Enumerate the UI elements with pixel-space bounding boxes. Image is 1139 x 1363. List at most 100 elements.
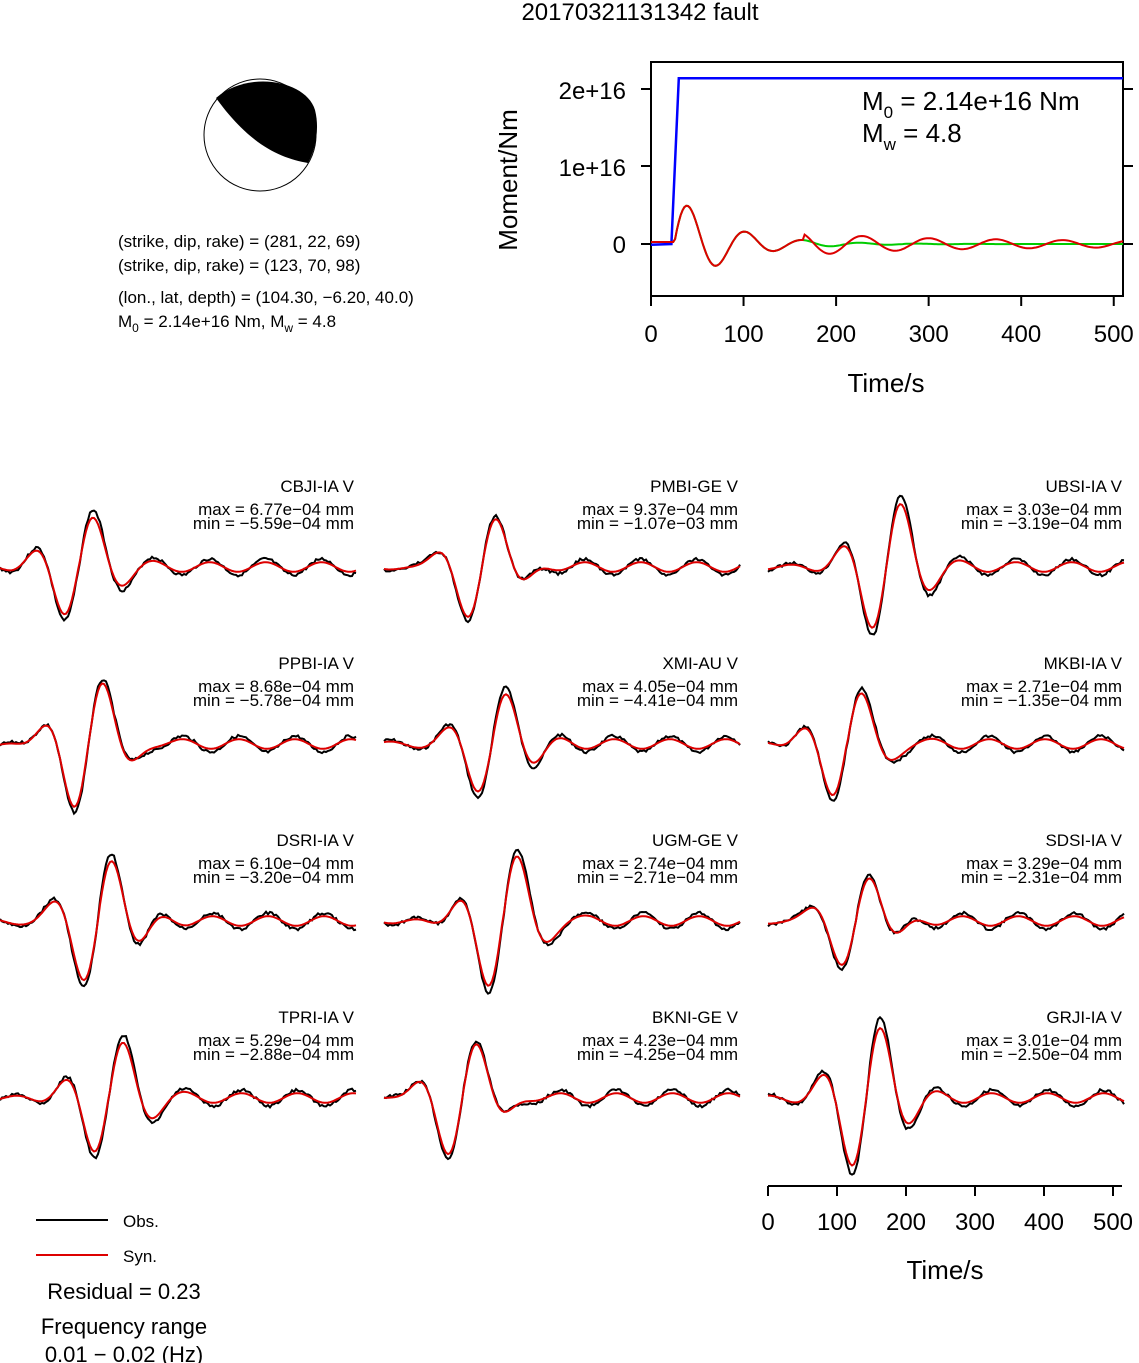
figure-title: 20170321131342 fault xyxy=(521,0,758,26)
synthetic-trace xyxy=(768,1026,1125,1167)
moment-xtick-300: 300 xyxy=(909,321,949,348)
station-name: GRJI-IA V xyxy=(1046,1008,1122,1027)
synthetic-trace xyxy=(0,1042,357,1153)
station-max: max = 8.68e−04 mm xyxy=(198,677,354,696)
cumulative-moment-line xyxy=(650,76,1123,247)
time-xtick-500: 500 xyxy=(1093,1209,1133,1236)
waveform-time-xlabel: Time/s xyxy=(906,1255,983,1285)
station-min: min = −5.78e−04 mm xyxy=(193,691,354,710)
moment-xtick-500: 500 xyxy=(1094,321,1134,348)
station-min: min = −4.41e−04 mm xyxy=(577,691,738,710)
moment-xtick-0: 0 xyxy=(644,321,657,348)
station-max: max = 2.71e−04 mm xyxy=(966,677,1122,696)
station-min: min = −2.71e−04 mm xyxy=(577,868,738,887)
residual-text: Residual = 0.23 xyxy=(47,1279,201,1304)
synthetic-trace xyxy=(383,1043,741,1156)
station-max: max = 4.23e−04 mm xyxy=(582,1031,738,1050)
station-name: PMBI-GE V xyxy=(650,477,739,496)
time-xtick-400: 400 xyxy=(1024,1209,1064,1236)
moment-ylabel: Moment/Nm xyxy=(493,109,523,251)
beachball-compressional-quadrant xyxy=(216,81,318,163)
moment-rate-red-line xyxy=(651,204,1124,267)
observed-trace xyxy=(0,509,357,622)
synthetic-trace xyxy=(383,693,741,793)
moment-xtick-400: 400 xyxy=(1001,321,1041,348)
annot-m0: M0 = 2.14e+16 Nm xyxy=(862,86,1080,122)
moment-ytick-2: 2e+16 xyxy=(559,78,626,105)
station-name: TPRI-IA V xyxy=(278,1008,354,1027)
synthetic-trace xyxy=(0,860,357,982)
station-name: UGM-GE V xyxy=(652,831,739,850)
synthetic-trace xyxy=(767,503,1125,629)
time-xtick-0: 0 xyxy=(761,1209,774,1236)
mechanism-info: (strike, dip, rake) = (281, 22, 69) (str… xyxy=(118,232,414,335)
station-max: max = 2.74e−04 mm xyxy=(582,854,738,873)
nodal-plane-1: (strike, dip, rake) = (281, 22, 69) xyxy=(118,232,360,251)
frequency-range-label: Frequency range xyxy=(41,1314,207,1339)
station-max: max = 6.77e−04 mm xyxy=(198,500,354,519)
magnitude-line: M0 = 2.14e+16 Nm, Mw = 4.8 xyxy=(118,312,336,335)
frequency-range-value: 0.01 − 0.02 (Hz) xyxy=(45,1342,203,1363)
legend-obs-label: Obs. xyxy=(123,1212,159,1231)
moment-xtick-200: 200 xyxy=(816,321,856,348)
station-name: UBSI-IA V xyxy=(1045,477,1122,496)
moment-xtick-100: 100 xyxy=(724,321,764,348)
station-max: max = 5.29e−04 mm xyxy=(198,1031,354,1050)
station-name: CBJI-IA V xyxy=(280,477,354,496)
station-min: min = −2.31e−04 mm xyxy=(961,868,1122,887)
station-name: MKBI-IA V xyxy=(1044,654,1123,673)
station-min: min = −2.88e−04 mm xyxy=(193,1045,354,1064)
station-min: min = −4.25e−04 mm xyxy=(577,1045,738,1064)
station-min: min = −2.50e−04 mm xyxy=(961,1045,1122,1064)
station-min: min = −1.35e−04 mm xyxy=(961,691,1122,710)
time-xtick-300: 300 xyxy=(955,1209,995,1236)
station-name: XMI-AU V xyxy=(662,654,738,673)
synthetic-trace xyxy=(0,516,357,616)
synthetic-trace xyxy=(0,682,357,809)
station-min: min = −3.19e−04 mm xyxy=(961,514,1122,533)
legend: Obs. Syn. xyxy=(36,1212,159,1266)
synthetic-trace xyxy=(767,692,1125,797)
location-depth: (lon., lat, depth) = (104.30, −6.20, 40.… xyxy=(118,288,414,307)
observed-trace xyxy=(383,848,741,995)
observed-trace xyxy=(383,1040,741,1161)
station-max: max = 4.05e−04 mm xyxy=(582,677,738,696)
time-xtick-200: 200 xyxy=(886,1209,926,1236)
moment-ytick-0: 0 xyxy=(613,232,626,259)
moment-xlabel: Time/s xyxy=(847,368,924,398)
moment-yticks: 0 1e+16 2e+16 xyxy=(559,78,1133,259)
annot-mw: Mw = 4.8 xyxy=(862,118,962,154)
moment-rate-green-line xyxy=(651,204,1123,267)
station-max: max = 6.10e−04 mm xyxy=(198,854,354,873)
station-max: max = 3.03e−04 mm xyxy=(966,500,1122,519)
station-max: max = 3.01e−04 mm xyxy=(966,1031,1122,1050)
moment-plot: Moment/Nm 0 1e+16 2e+16 0 100 200 300 400 500… xyxy=(493,61,1134,398)
station-name: SDSI-IA V xyxy=(1045,831,1122,850)
time-xtick-100: 100 xyxy=(817,1209,857,1236)
station-name: PPBI-IA V xyxy=(278,654,354,673)
synthetic-trace xyxy=(383,518,741,619)
station-min: min = −1.07e−03 mm xyxy=(577,514,738,533)
synthetic-trace xyxy=(768,877,1125,966)
station-max: max = 9.37e−04 mm xyxy=(582,500,738,519)
beachball xyxy=(203,78,318,192)
station-max: max = 3.29e−04 mm xyxy=(966,854,1122,873)
legend-syn-label: Syn. xyxy=(123,1247,157,1266)
moment-ytick-1: 1e+16 xyxy=(559,155,626,182)
synthetic-trace xyxy=(383,855,741,987)
moment-xticks: 0 100 200 300 400 500 xyxy=(644,296,1134,348)
moment-plot-frame xyxy=(650,61,1124,297)
